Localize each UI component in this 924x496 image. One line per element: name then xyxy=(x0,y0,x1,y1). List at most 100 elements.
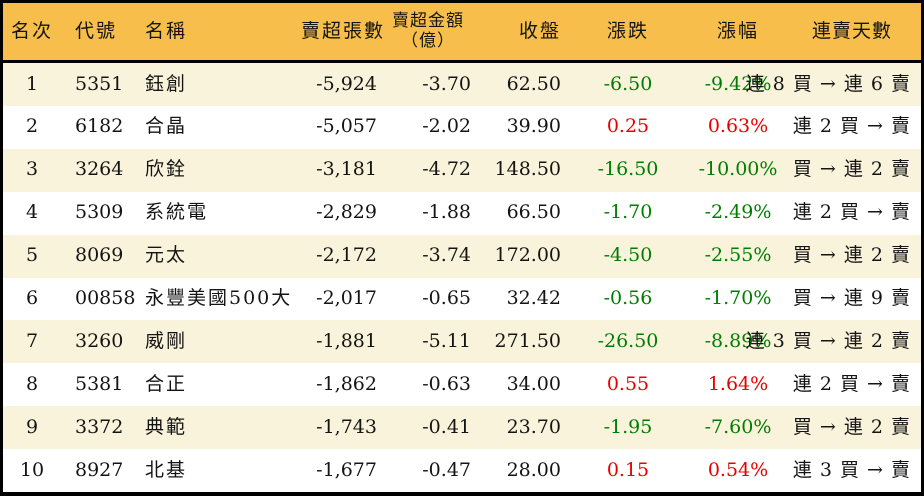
sell-amount-cell: -4.72 xyxy=(422,158,471,181)
change-pct-cell: 1.64% xyxy=(707,372,769,395)
code-cell: 3260 xyxy=(75,329,124,352)
code-cell: 3372 xyxy=(75,415,124,438)
name-cell: 系統電 xyxy=(145,201,209,224)
name-cell: 鈺創 xyxy=(145,72,188,95)
change-cell: -26.50 xyxy=(597,329,659,352)
sell-amount-cell: -1.88 xyxy=(422,201,471,224)
sell-volume-cell: -5,057 xyxy=(316,115,377,138)
name-cell: 典範 xyxy=(145,415,188,438)
change-cell: -1.70 xyxy=(603,201,653,224)
streak-cell: 連 2 買 → 賣 xyxy=(792,201,911,224)
rank-cell: 2 xyxy=(25,115,39,138)
column-header-sell-volume: 賣超張數 xyxy=(300,19,385,42)
change-pct-cell: -8.89% xyxy=(704,329,772,352)
rank-cell: 10 xyxy=(19,458,45,481)
change-cell: -1.95 xyxy=(603,415,653,438)
change-cell: 0.15 xyxy=(606,458,650,481)
streak-cell: 連 8 買 → 連 6 賣 xyxy=(745,72,911,95)
close-cell: 66.50 xyxy=(506,201,561,224)
table-row: 10 8927 北基 -1,677 -0.47 28.00 0.15 0.54%… xyxy=(3,449,921,493)
change-cell: 0.25 xyxy=(606,115,650,138)
streak-cell: 連 2 買 → 賣 xyxy=(792,115,911,138)
table-row: 8 5381 合正 -1,862 -0.63 34.00 0.55 1.64% … xyxy=(3,363,921,407)
sell-volume-cell: -2,172 xyxy=(316,244,377,267)
column-header-change: 漲跌 xyxy=(606,19,649,42)
change-pct-cell: 0.54% xyxy=(707,458,769,481)
change-pct-cell: 0.63% xyxy=(707,115,769,138)
close-cell: 148.50 xyxy=(494,158,561,181)
close-cell: 23.70 xyxy=(506,415,561,438)
column-header-change-pct: 漲幅 xyxy=(716,19,759,42)
code-cell: 8069 xyxy=(75,244,124,267)
code-cell: 5381 xyxy=(75,372,124,395)
table-row: 3 3264 欣銓 -3,181 -4.72 148.50 -16.50 -10… xyxy=(3,148,921,192)
code-cell: 00858 xyxy=(75,287,136,310)
sell-volume-cell: -3,181 xyxy=(316,158,377,181)
code-cell: 5351 xyxy=(75,72,124,95)
sell-amount-cell: -5.11 xyxy=(422,329,471,352)
column-header-name: 名稱 xyxy=(145,19,188,42)
column-header-sell-amount: 賣超金額 （億） xyxy=(385,10,473,51)
close-cell: 62.50 xyxy=(506,72,561,95)
name-cell: 欣銓 xyxy=(145,158,188,181)
sell-volume-cell: -1,743 xyxy=(316,415,377,438)
sell-amount-cell: -0.41 xyxy=(422,415,471,438)
code-cell: 8927 xyxy=(75,458,124,481)
sell-amount-header-line2: （億） xyxy=(401,30,455,51)
code-cell: 6182 xyxy=(75,115,124,138)
name-cell: 威剛 xyxy=(145,329,188,352)
name-cell: 永豐美國500大 xyxy=(145,287,293,310)
change-cell: -4.50 xyxy=(603,244,653,267)
change-pct-cell: -2.55% xyxy=(704,244,772,267)
sell-amount-cell: -0.63 xyxy=(422,372,471,395)
sell-amount-cell: -2.02 xyxy=(422,115,471,138)
close-cell: 34.00 xyxy=(506,372,561,395)
sell-amount-cell: -3.74 xyxy=(422,244,471,267)
rank-cell: 4 xyxy=(25,201,39,224)
sell-amount-cell: -3.70 xyxy=(422,72,471,95)
name-cell: 合正 xyxy=(145,372,188,395)
rank-cell: 1 xyxy=(25,72,39,95)
code-cell: 3264 xyxy=(75,158,124,181)
streak-cell: 連 3 買 → 賣 xyxy=(792,458,911,481)
sell-volume-cell: -2,017 xyxy=(316,287,377,310)
table-row: 7 3260 威剛 -1,881 -5.11 271.50 -26.50 -8.… xyxy=(3,320,921,364)
sell-volume-cell: -1,862 xyxy=(316,372,377,395)
column-header-close: 收盤 xyxy=(518,19,561,42)
table-row: 9 3372 典範 -1,743 -0.41 23.70 -1.95 -7.60… xyxy=(3,406,921,450)
column-header-rank: 名次 xyxy=(10,19,53,42)
streak-cell: 買 → 連 9 賣 xyxy=(792,287,911,310)
name-cell: 合晶 xyxy=(145,115,188,138)
table-header-row: 名次 代號 名稱 賣超張數 賣超金額 （億） 收盤 漲跌 漲幅 連賣天數 xyxy=(3,3,921,63)
sell-volume-cell: -1,677 xyxy=(316,458,377,481)
rank-cell: 3 xyxy=(25,158,39,181)
streak-cell: 連 2 買 → 賣 xyxy=(792,372,911,395)
close-cell: 28.00 xyxy=(506,458,561,481)
table-row: 5 8069 元太 -2,172 -3.74 172.00 -4.50 -2.5… xyxy=(3,234,921,278)
change-cell: 0.55 xyxy=(606,372,650,395)
rank-cell: 6 xyxy=(25,287,39,310)
column-header-code: 代號 xyxy=(75,19,118,42)
table-body: 1 5351 鈺創 -5,924 -3.70 62.50 -6.50 -9.42… xyxy=(3,63,921,493)
close-cell: 172.00 xyxy=(494,244,561,267)
change-pct-cell: -7.60% xyxy=(704,415,772,438)
table-row: 2 6182 合晶 -5,057 -2.02 39.90 0.25 0.63% … xyxy=(3,105,921,149)
change-cell: -16.50 xyxy=(597,158,659,181)
rank-cell: 8 xyxy=(25,372,39,395)
streak-cell: 買 → 連 2 賣 xyxy=(792,415,911,438)
sell-amount-header-line1: 賣超金額 xyxy=(392,10,464,31)
sell-volume-cell: -1,881 xyxy=(316,329,377,352)
rank-cell: 5 xyxy=(25,244,39,267)
close-cell: 271.50 xyxy=(494,329,561,352)
sell-amount-cell: -0.65 xyxy=(422,287,471,310)
sell-amount-cell: -0.47 xyxy=(422,458,471,481)
streak-cell: 連 3 買 → 連 2 賣 xyxy=(745,329,911,352)
name-cell: 北基 xyxy=(145,458,188,481)
streak-cell: 買 → 連 2 賣 xyxy=(792,244,911,267)
table-row: 4 5309 系統電 -2,829 -1.88 66.50 -1.70 -2.4… xyxy=(3,191,921,235)
table-row: 6 00858 永豐美國500大 -2,017 -0.65 32.42 -0.5… xyxy=(3,277,921,321)
rank-cell: 7 xyxy=(25,329,39,352)
sell-volume-cell: -2,829 xyxy=(316,201,377,224)
table-row: 1 5351 鈺創 -5,924 -3.70 62.50 -6.50 -9.42… xyxy=(3,63,921,106)
